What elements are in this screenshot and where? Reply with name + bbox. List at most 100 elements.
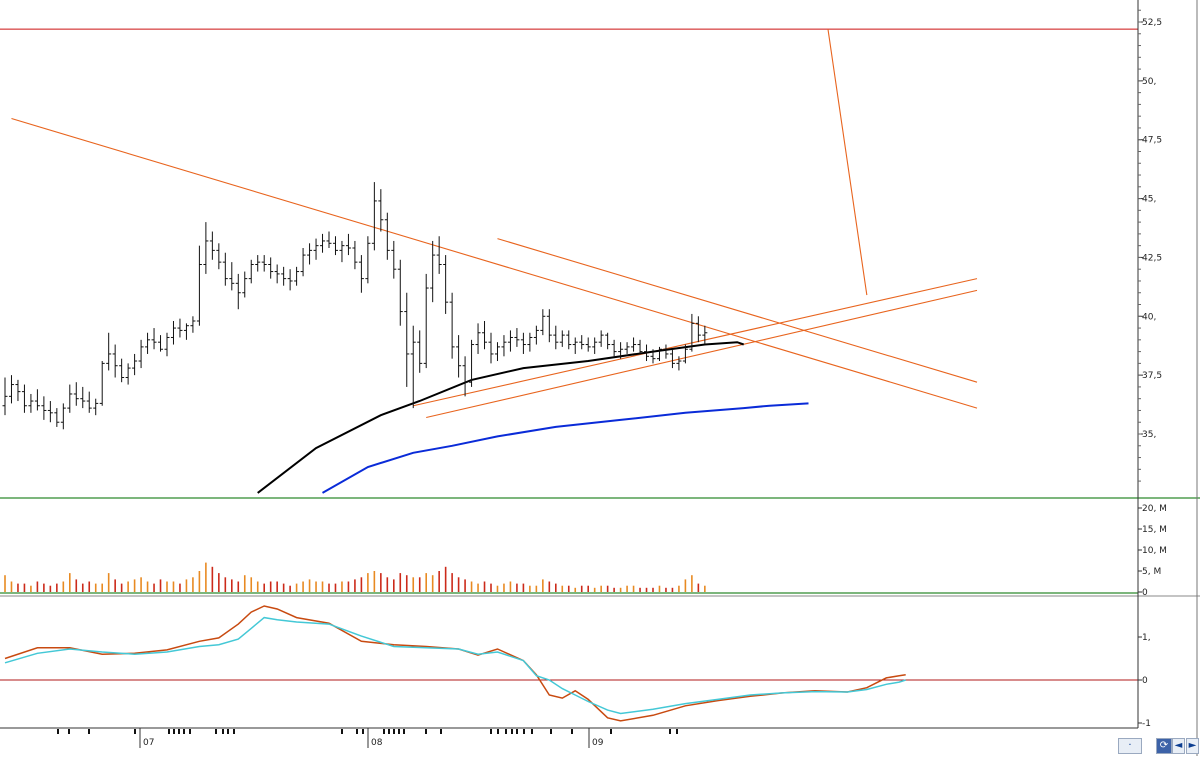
price-bar xyxy=(637,339,643,354)
price-bar xyxy=(585,337,591,352)
volume-tick-label: 5, M xyxy=(1142,567,1161,577)
event-marker xyxy=(222,729,224,734)
event-marker xyxy=(388,729,390,734)
event-marker xyxy=(134,729,136,734)
price-bar xyxy=(242,271,248,298)
price-bar xyxy=(203,222,209,274)
event-marker xyxy=(531,729,533,734)
event-marker xyxy=(189,729,191,734)
scroll-left-button[interactable]: ◄ xyxy=(1172,738,1185,754)
price-bar xyxy=(2,377,8,416)
x-tick-label: 09 xyxy=(592,738,604,748)
event-marker xyxy=(550,729,552,734)
price-bar xyxy=(177,318,183,338)
trendline-4 xyxy=(827,28,868,296)
price-bar xyxy=(488,332,494,364)
price-bar xyxy=(669,349,675,369)
price-bar xyxy=(462,356,468,397)
trendline-0 xyxy=(11,117,978,409)
moving-average-1 xyxy=(322,402,809,494)
oscillator-line-1 xyxy=(4,616,906,715)
price-bar xyxy=(99,361,105,406)
price-bar xyxy=(417,330,423,373)
price-bar xyxy=(339,240,345,263)
price-bar xyxy=(689,313,695,352)
price-bar xyxy=(248,259,254,284)
price-bar xyxy=(618,342,624,359)
price-bar xyxy=(307,243,313,265)
price-bar xyxy=(358,255,364,293)
price-bar xyxy=(164,332,170,357)
price-bar xyxy=(313,238,319,260)
price-bar xyxy=(644,344,650,362)
price-bar xyxy=(514,328,520,347)
event-marker xyxy=(341,729,343,734)
trendline-3 xyxy=(413,278,978,407)
price-bar xyxy=(397,259,403,326)
price-bar xyxy=(546,309,552,343)
event-marker xyxy=(490,729,492,734)
price-bar xyxy=(235,273,241,310)
event-marker xyxy=(610,729,612,734)
oscillator-panel xyxy=(0,605,1138,722)
price-tick-label: 47,5 xyxy=(1142,136,1162,146)
event-marker xyxy=(516,729,518,734)
scroll-dot-button[interactable]: · xyxy=(1118,738,1142,754)
x-axis: 07 08 09 xyxy=(0,727,1138,748)
trendline-1 xyxy=(497,238,978,383)
price-bar xyxy=(41,396,47,420)
price-bar xyxy=(384,212,390,260)
price-tick-label: 45, xyxy=(1142,195,1156,205)
price-bar xyxy=(158,335,164,352)
event-marker xyxy=(233,729,235,734)
price-bar xyxy=(73,382,79,406)
price-bar xyxy=(371,182,377,251)
event-marker xyxy=(362,729,364,734)
event-marker xyxy=(393,729,395,734)
price-bar xyxy=(86,391,92,413)
price-bar xyxy=(326,231,332,249)
price-bar xyxy=(430,240,436,303)
trendline-2 xyxy=(426,289,978,419)
price-bar xyxy=(449,292,455,359)
price-bar xyxy=(533,325,539,345)
price-bar xyxy=(170,320,176,345)
event-marker xyxy=(676,729,678,734)
price-bar xyxy=(579,335,585,350)
x-tick-label: 08 xyxy=(371,738,383,748)
volume-panel xyxy=(4,562,706,592)
price-bar xyxy=(125,363,131,385)
event-marker xyxy=(497,729,499,734)
price-bar xyxy=(378,189,384,232)
scroll-right-button[interactable]: ► xyxy=(1186,738,1199,754)
price-bar xyxy=(54,408,60,427)
price-bar xyxy=(255,255,261,272)
price-bar xyxy=(106,332,112,371)
osc-tick-label: -1 xyxy=(1142,719,1151,729)
price-tick-label: 50, xyxy=(1142,77,1156,87)
price-bar xyxy=(611,339,617,357)
price-bar xyxy=(287,269,293,291)
event-marker xyxy=(398,729,400,734)
price-bar xyxy=(47,401,53,423)
volume-tick-label: 20, M xyxy=(1142,504,1167,514)
price-bar xyxy=(67,384,73,413)
sync-button[interactable]: ⟳ xyxy=(1156,738,1172,754)
price-bar xyxy=(274,264,280,284)
price-bar xyxy=(695,316,701,343)
x-tick-label: 07 xyxy=(143,738,154,748)
price-bar xyxy=(332,236,338,256)
price-bar xyxy=(209,231,215,260)
volume-tick-label: 15, M xyxy=(1142,525,1167,535)
price-bar xyxy=(365,236,371,284)
price-bar xyxy=(494,342,500,362)
price-bar xyxy=(566,330,572,350)
price-tick-label: 52,5 xyxy=(1142,18,1162,28)
price-bar xyxy=(151,328,157,350)
price-bar xyxy=(676,356,682,371)
event-marker xyxy=(178,729,180,734)
osc-tick-label: 1, xyxy=(1142,633,1151,643)
price-bar xyxy=(559,330,565,347)
price-bar xyxy=(352,240,358,270)
